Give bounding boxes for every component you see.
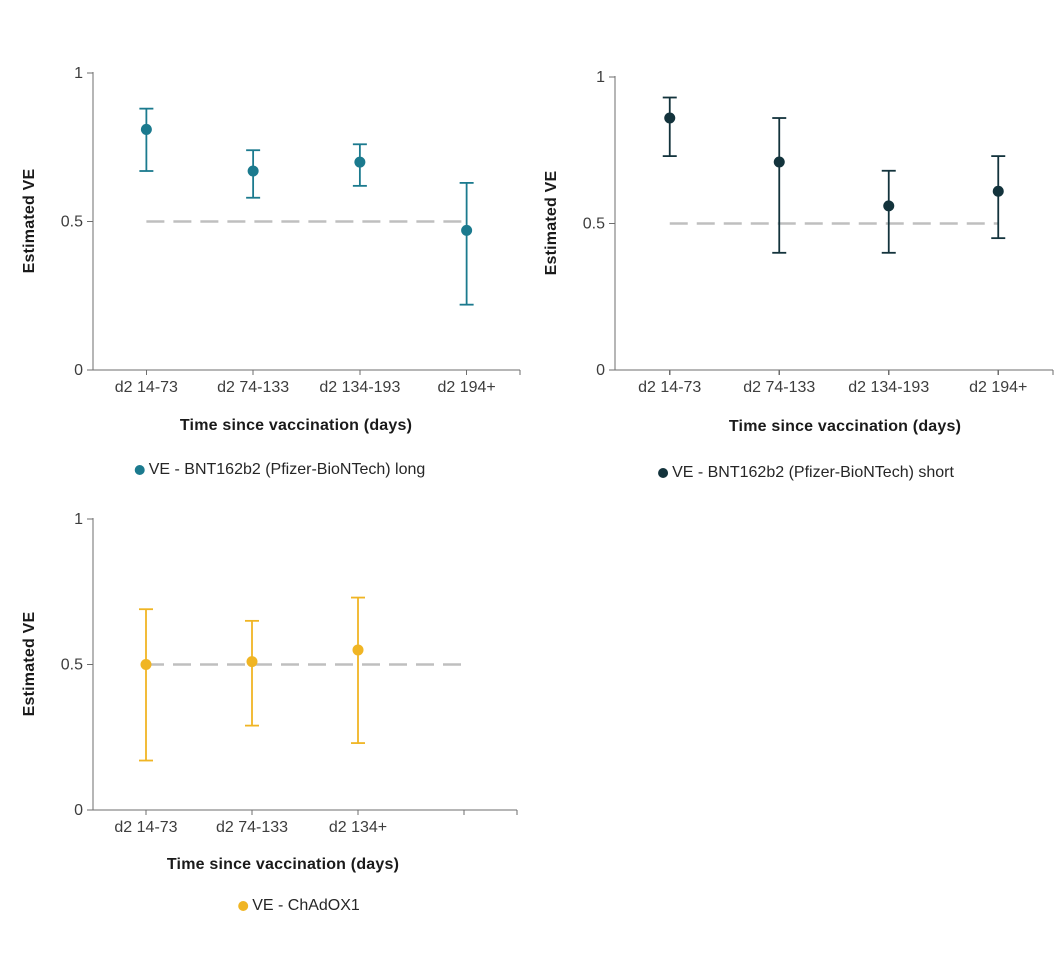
data-point xyxy=(140,123,152,135)
data-point xyxy=(461,224,473,236)
y-tick-label: 0 xyxy=(596,362,605,379)
x-tick-label: d2 74-133 xyxy=(216,819,288,836)
data-point xyxy=(883,200,895,212)
y-axis-title-chadox1: Estimated VE xyxy=(21,611,38,717)
y-tick-label: 0.5 xyxy=(61,657,83,674)
x-tick-label: d2 14-73 xyxy=(114,819,177,836)
y-tick-label: 0.5 xyxy=(583,216,605,233)
data-point xyxy=(354,156,366,168)
legend-bnt-long: VE - BNT162b2 (Pfizer-BioNTech) long xyxy=(134,461,426,479)
legend-marker-icon xyxy=(238,901,249,911)
x-tick-label: d2 74-133 xyxy=(743,379,815,396)
x-tick-label: d2 134-193 xyxy=(848,379,929,396)
legend-label: VE - BNT162b2 (Pfizer-BioNTech) long xyxy=(148,461,426,478)
chart-bnt162b2-short: 0 0.5 1 d2 14-73 d2 74-133 d2 134-193 d2 194+ xyxy=(583,69,1054,396)
chart-bnt162b2-long: 0 0.5 1 d2 14-73 d2 74-133 d2 134-193 d2 194+ xyxy=(61,65,521,396)
legend-label: VE - ChAdOX1 xyxy=(252,897,360,914)
y-tick-label: 0 xyxy=(74,362,83,379)
y-tick-label: 1 xyxy=(74,65,83,82)
x-axis-title-chadox1: Time since vaccination (days) xyxy=(166,856,400,873)
y-tick-label: 1 xyxy=(74,511,83,528)
x-tick-label: d2 134+ xyxy=(329,819,387,836)
legend-bnt-short: VE - BNT162b2 (Pfizer-BioNTech) short xyxy=(658,464,954,482)
x-tick-label: d2 194+ xyxy=(969,379,1027,396)
data-point xyxy=(352,644,364,656)
legend-chadox1: VE - ChAdOX1 xyxy=(238,897,360,915)
chart-chadox1: 0 0.5 1 d2 14-73 d2 74-133 d2 134+ xyxy=(61,511,518,836)
x-tick-label: d2 14-73 xyxy=(115,379,178,396)
x-axis-title-bnt-long: Time since vaccination (days) xyxy=(179,417,413,434)
x-tick-label: d2 74-133 xyxy=(217,379,289,396)
legend-marker-icon xyxy=(134,465,145,475)
x-tick-label: d2 14-73 xyxy=(638,379,701,396)
data-point xyxy=(140,659,152,670)
data-point xyxy=(664,112,676,124)
x-tick-label: d2 134-193 xyxy=(319,379,400,396)
data-point xyxy=(246,656,258,668)
legend-label: VE - BNT162b2 (Pfizer-BioNTech) short xyxy=(672,464,954,481)
y-tick-label: 0 xyxy=(74,802,83,819)
x-axis-title-bnt-short: Time since vaccination (days) xyxy=(728,418,962,435)
y-tick-label: 1 xyxy=(596,69,605,86)
y-axis-title-bnt-long: Estimated VE xyxy=(21,168,38,274)
data-point xyxy=(247,165,259,177)
y-tick-label: 0.5 xyxy=(61,214,83,231)
legend-marker-icon xyxy=(658,468,669,478)
y-axis-title-bnt-short: Estimated VE xyxy=(543,170,560,276)
data-point xyxy=(773,156,785,168)
x-tick-label: d2 194+ xyxy=(437,379,495,396)
data-point xyxy=(992,185,1004,197)
